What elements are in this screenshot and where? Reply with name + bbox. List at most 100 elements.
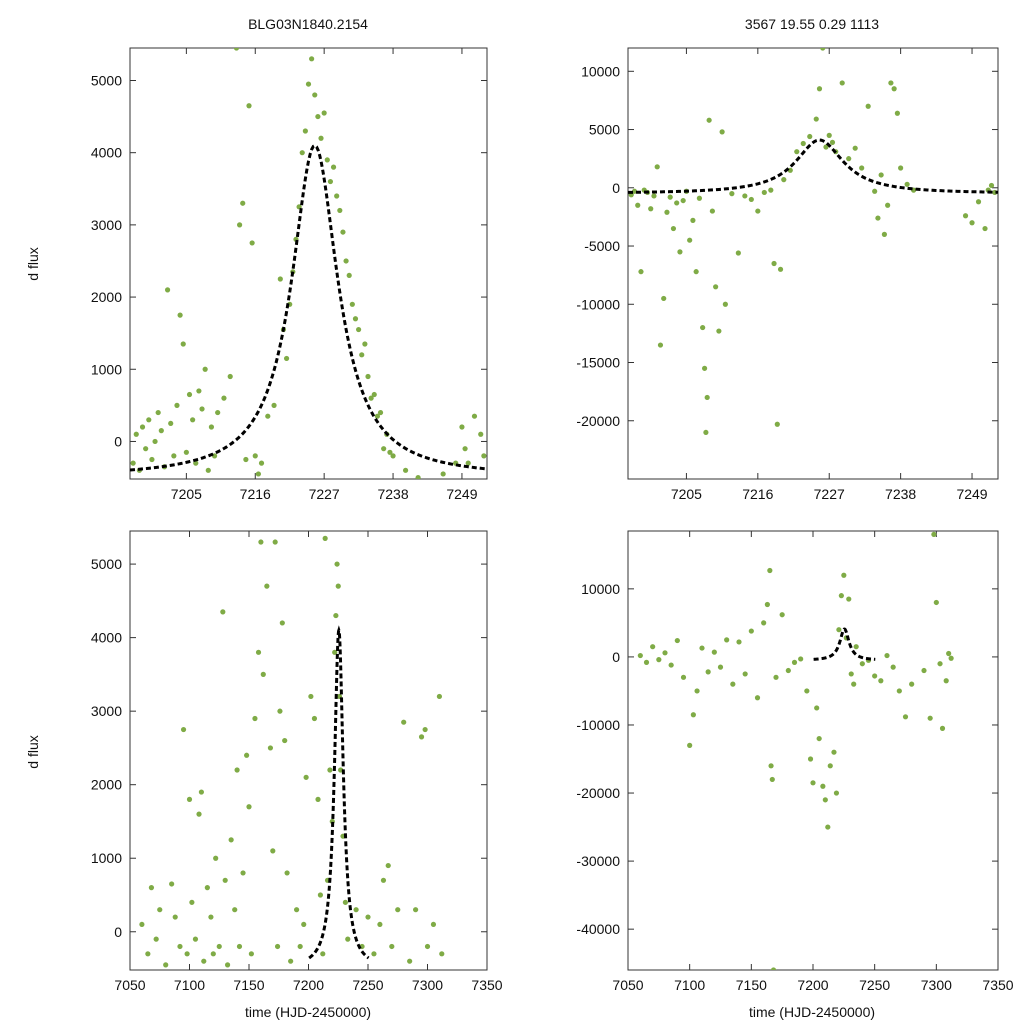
data-point — [368, 395, 374, 401]
data-point — [699, 645, 705, 651]
y-axis-label-bottom: d flux — [25, 735, 41, 768]
data-point — [896, 688, 902, 694]
y-tick-label: 5000 — [589, 122, 620, 138]
data-point — [440, 471, 446, 477]
x-tick-label: 7249 — [956, 486, 987, 502]
x-tick-label: 7300 — [921, 977, 952, 993]
data-point — [390, 453, 396, 459]
y-tick-label: -30000 — [576, 853, 620, 869]
data-points — [628, 48, 998, 436]
data-point — [395, 907, 401, 913]
data-point — [635, 202, 641, 208]
y-tick-label: 1000 — [91, 850, 122, 866]
data-point — [145, 951, 151, 957]
data-point — [841, 572, 847, 578]
panel-bottom-left: 7050 7100 7150 7200 7250 7300 7350 0 1000 2000 300… — [91, 530, 503, 993]
data-point — [638, 269, 644, 275]
data-point — [909, 681, 915, 687]
data-point — [340, 229, 346, 235]
data-point — [736, 639, 742, 645]
y-tick-label: 4000 — [91, 630, 122, 646]
data-point — [327, 178, 334, 185]
data-point — [149, 456, 155, 463]
data-point — [693, 269, 699, 275]
data-point — [875, 215, 881, 221]
plot-frame — [129, 530, 488, 971]
data-point — [413, 907, 419, 913]
x-tick-label: 7150 — [736, 977, 767, 993]
y-tick-label: -20000 — [576, 785, 620, 801]
data-point — [146, 417, 152, 423]
data-point — [324, 157, 330, 163]
data-point — [851, 681, 857, 687]
x-tick-label: 7227 — [814, 486, 845, 502]
data-point — [335, 583, 341, 589]
data-point — [164, 287, 171, 293]
data-point — [311, 715, 318, 722]
data-point — [264, 583, 270, 589]
data-point — [888, 80, 894, 86]
data-point — [637, 652, 643, 659]
data-point — [353, 907, 359, 913]
x-tick-label: 7050 — [114, 977, 145, 993]
data-point — [931, 531, 937, 538]
y-tick-label: 5000 — [91, 556, 122, 572]
data-point — [196, 811, 202, 817]
data-point — [222, 877, 228, 883]
data-point — [701, 365, 708, 371]
data-point — [320, 951, 326, 957]
data-point — [654, 164, 660, 170]
data-point — [186, 796, 193, 803]
x-tick-label: 7238 — [377, 486, 408, 502]
data-point — [177, 943, 183, 950]
data-point — [352, 316, 359, 322]
data-point — [402, 467, 409, 473]
data-point — [982, 225, 988, 232]
data-point — [657, 342, 664, 348]
panel-bottom-right: 7050 7100 7150 7200 7250 7300 7350 10000 0 -10000… — [576, 530, 1014, 993]
data-point — [305, 81, 312, 87]
data-point — [204, 885, 210, 891]
data-point — [155, 409, 161, 416]
data-point — [946, 650, 952, 657]
data-point — [190, 417, 196, 423]
data-point — [282, 737, 288, 744]
model-curve — [130, 143, 487, 472]
data-point — [240, 870, 246, 876]
data-point — [833, 790, 840, 796]
data-point — [988, 182, 995, 189]
data-point — [315, 113, 321, 120]
data-point — [272, 539, 278, 545]
data-point — [246, 103, 252, 109]
data-point — [705, 669, 711, 675]
data-point — [133, 431, 139, 437]
data-point — [680, 674, 687, 680]
data-point — [648, 206, 654, 212]
data-point — [334, 193, 340, 199]
data-point — [656, 657, 662, 663]
data-point — [816, 86, 823, 92]
data-point — [248, 951, 254, 957]
y-tick-label: -15000 — [576, 355, 620, 371]
data-point — [761, 620, 767, 626]
data-point — [881, 231, 888, 237]
data-point — [246, 804, 252, 810]
data-point — [327, 767, 333, 773]
data-point — [848, 671, 854, 677]
y-tick-label: 3000 — [91, 217, 122, 233]
model-curve — [813, 627, 876, 661]
x-tick-label: 7238 — [885, 486, 916, 502]
data-point — [385, 862, 391, 869]
data-point — [761, 189, 767, 196]
x-tick-label: 7050 — [612, 977, 643, 993]
figure-title-right: 3567 19.55 0.29 1113 — [745, 16, 879, 32]
data-point — [356, 326, 362, 333]
data-point — [267, 745, 274, 751]
plot-frame — [627, 530, 999, 971]
data-point — [224, 962, 231, 968]
data-point — [706, 117, 712, 123]
data-point — [252, 715, 258, 722]
data-point — [859, 165, 865, 171]
data-point — [696, 195, 703, 201]
